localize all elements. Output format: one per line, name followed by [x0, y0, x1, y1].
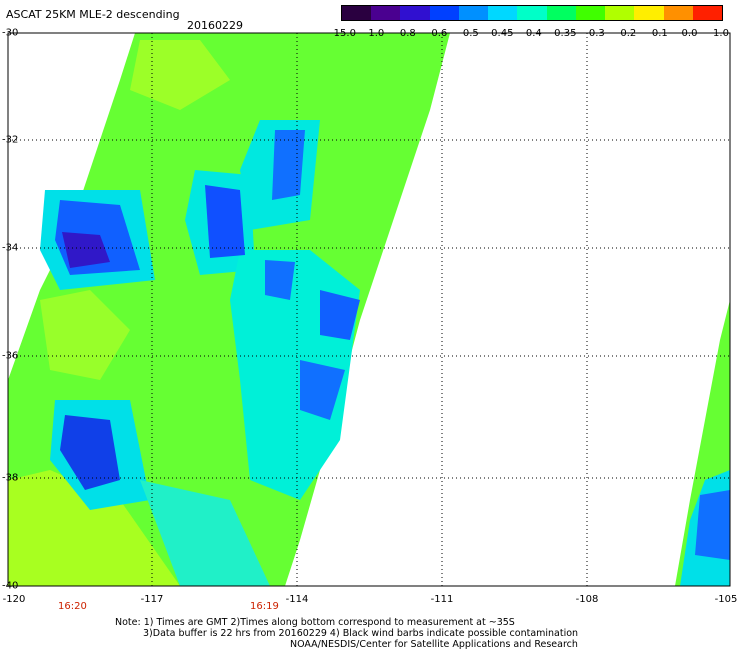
colorbar-swatch [371, 6, 401, 20]
colorbar-label: -0.8 [396, 28, 416, 39]
longitude-label: -117 [140, 594, 164, 605]
latitude-label: -32 [2, 134, 19, 146]
colorbar-swatch [692, 6, 723, 20]
swath-region-blue [320, 290, 360, 340]
colorbar-label: -0.6 [427, 28, 448, 39]
latitude-label: -40 [2, 580, 19, 592]
longitude-label: -108 [575, 594, 599, 605]
latitude-label: -38 [2, 472, 19, 484]
gridlines [8, 33, 730, 586]
colorbar-label: -15.0 [330, 28, 356, 39]
longitude-label: -111 [430, 594, 454, 605]
colorbar [341, 5, 723, 21]
chart-title: ASCAT 25KM MLE-2 descending [6, 8, 180, 21]
latitude-label: -36 [2, 350, 19, 362]
colorbar-swatch [634, 6, 664, 20]
swath-region-light [8, 470, 180, 586]
colorbar-swatch [575, 6, 606, 20]
colorbar-swatch [458, 6, 489, 20]
colorbar-swatch [546, 6, 576, 20]
swath-region-cyan [140, 480, 270, 586]
swath-region-blue [62, 232, 110, 268]
note-line-2: 3)Data buffer is 22 hrs from 20160229 4)… [143, 628, 579, 639]
colorbar-swatch [488, 6, 518, 20]
colorbar-swatch [342, 6, 372, 20]
colorbar-label: -0.2 [616, 28, 637, 39]
latitude-label: -30 [2, 27, 19, 39]
latitude-label: -34 [2, 242, 19, 254]
colorbar-label: -0.3 [585, 28, 605, 39]
swath-region-blue [205, 185, 245, 258]
longitude-label: -120 [2, 594, 26, 605]
plot-frame [7, 32, 731, 587]
edge-swath-blue [695, 490, 730, 560]
swath-region-light [130, 40, 230, 110]
longitude-label: -105 [714, 594, 738, 605]
colorbar-label: -0.5 [459, 28, 479, 39]
colorbar-label: 0.0 [681, 28, 698, 39]
longitude-label: -114 [285, 594, 309, 605]
colorbar-label: 1.0 [713, 28, 729, 39]
colorbar-swatch [605, 6, 635, 20]
swath-region-blue [272, 130, 305, 200]
colorbar-label: -0.1 [648, 28, 668, 39]
colorbar-swatch [400, 6, 430, 20]
swath-region-blue [265, 260, 295, 300]
swath-region-light [40, 290, 130, 380]
colorbar-swatch [517, 6, 547, 20]
colorbar-label: -0.35 [550, 28, 577, 39]
time-label-right: 16:19 [250, 601, 279, 612]
colorbar-swatch [663, 6, 693, 20]
chart-date: 20160229 [187, 19, 243, 32]
note-line-3: NOAA/NESDIS/Center for Satellite Applica… [290, 639, 578, 650]
colorbar-swatch [429, 6, 459, 20]
colorbar-label: -0.45 [487, 28, 514, 39]
colorbar-label: -0.4 [522, 28, 542, 39]
time-label-left: 16:20 [58, 601, 87, 612]
swath-region-blue [60, 415, 120, 490]
note-line-1: Note: 1) Times are GMT 2)Times along bot… [115, 617, 515, 628]
swath-region-blue [300, 360, 345, 420]
colorbar-label: -1.0 [364, 28, 385, 39]
